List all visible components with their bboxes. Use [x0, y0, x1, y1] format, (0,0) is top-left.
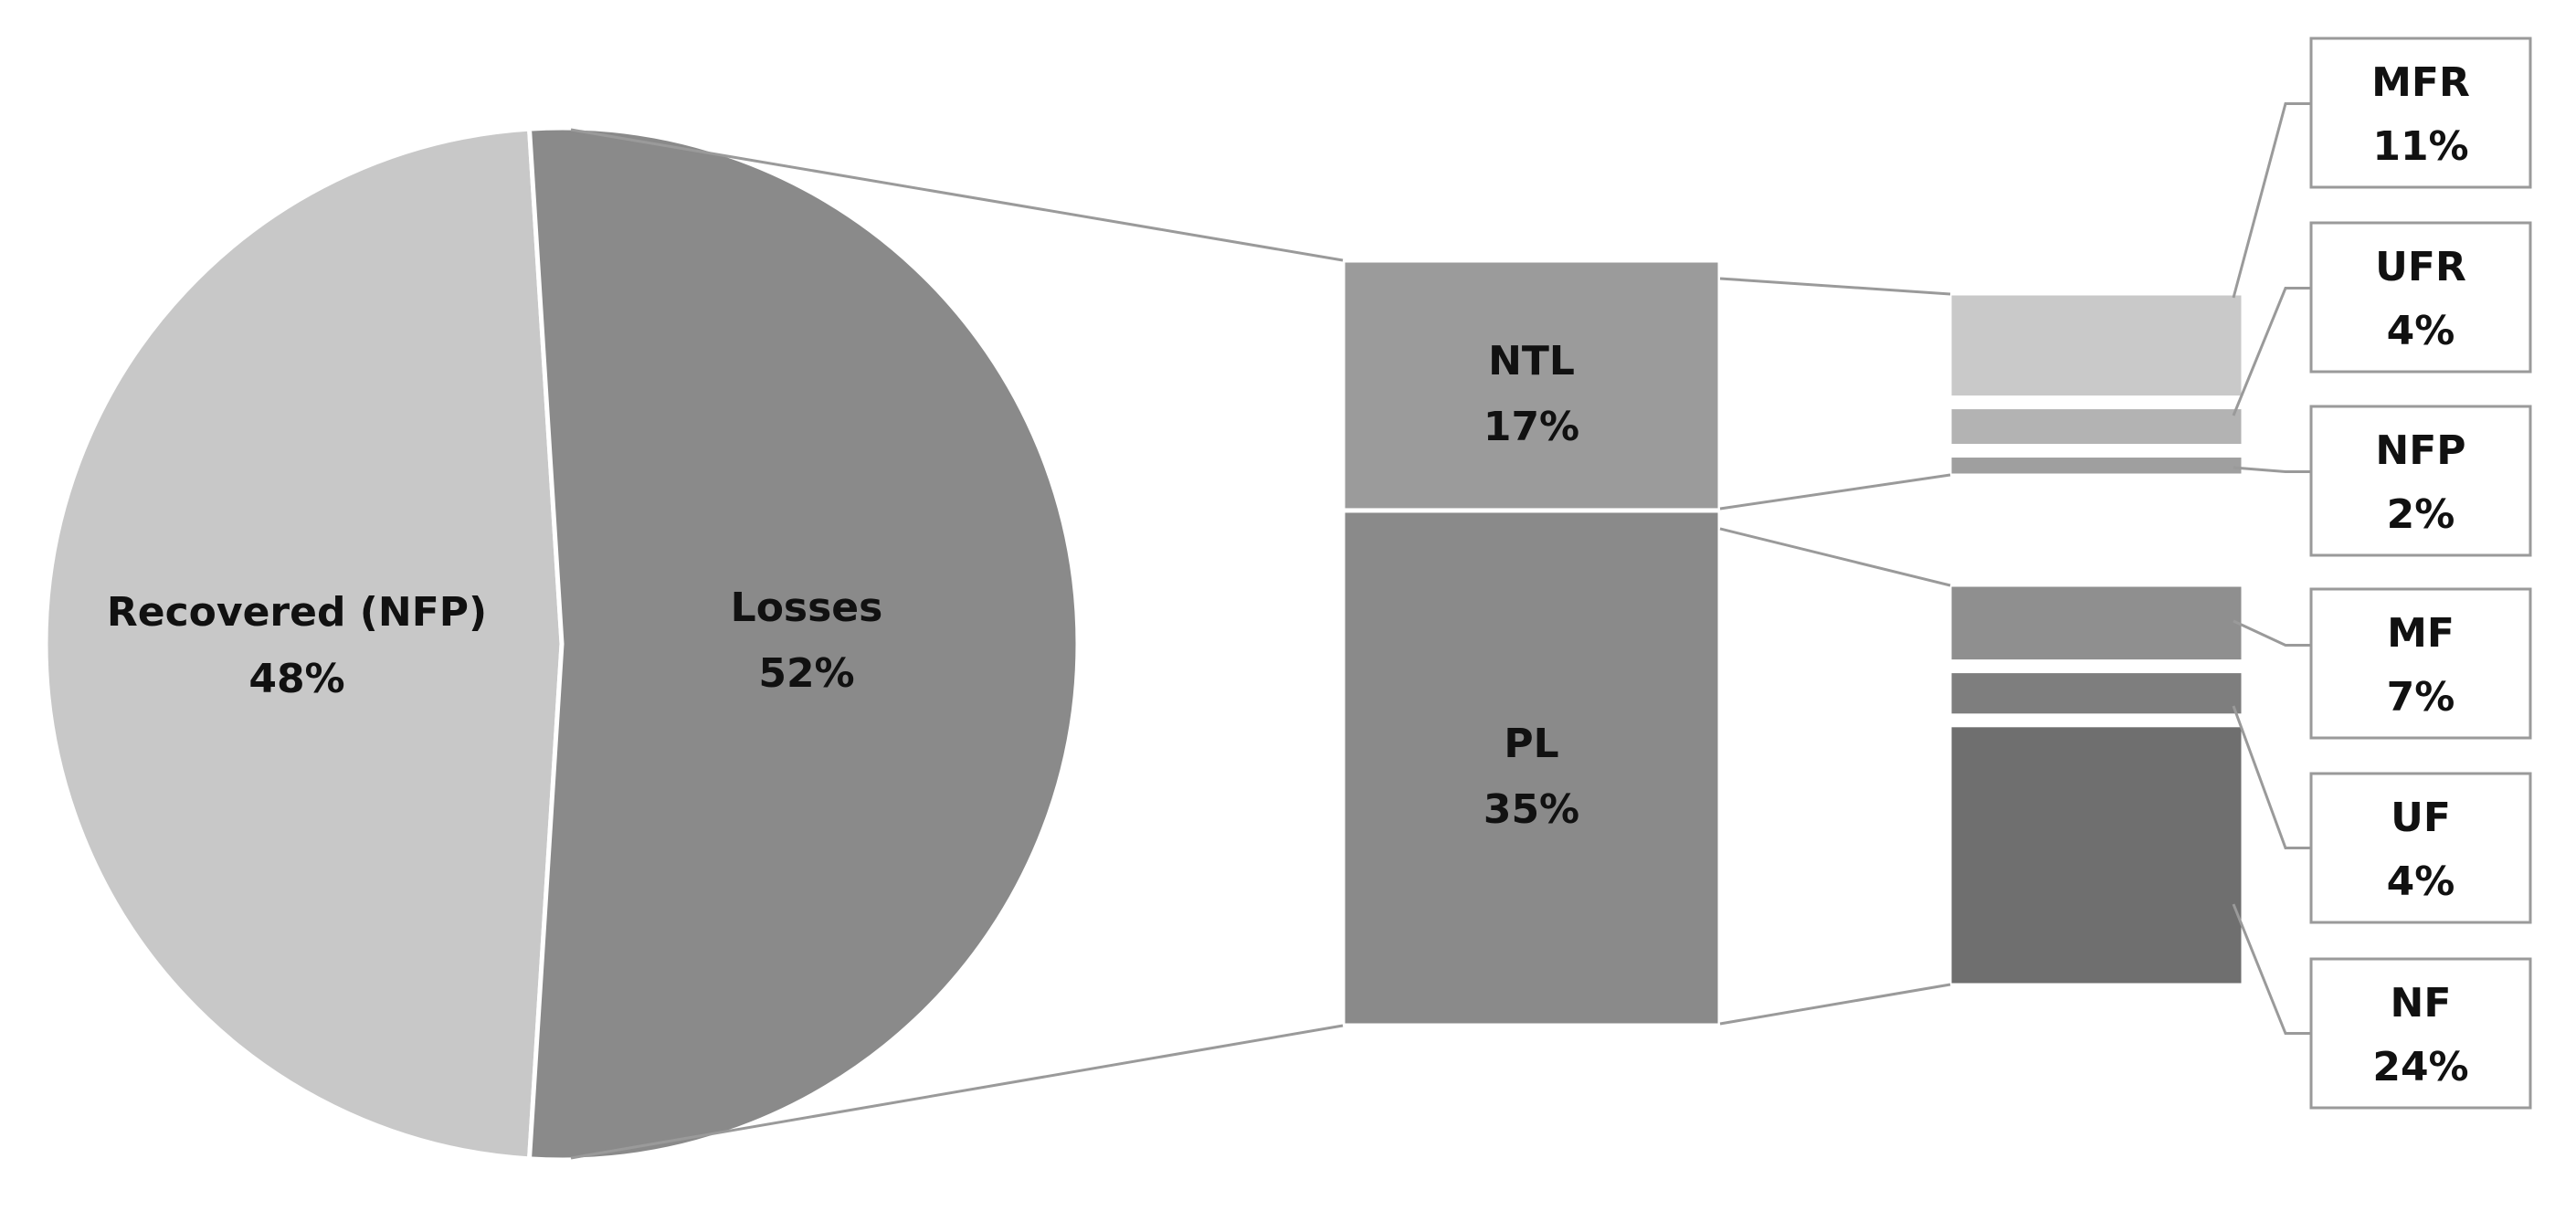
bar-segment-ntl	[1340, 258, 1723, 513]
breakdown-segment-uf	[1948, 670, 2244, 717]
callout-value-mf: 7%	[2387, 674, 2455, 721]
breakdown-segment-nfp	[1948, 455, 2244, 477]
pie-slice-recovered-nfp	[43, 126, 565, 1162]
pie-value-recovered-nfp: 48%	[248, 656, 344, 702]
breakdown-segment-nf	[1948, 724, 2244, 986]
callout-label-nf: NF	[2391, 980, 2452, 1027]
breakdown-segment-mf	[1948, 584, 2244, 663]
bar-value-pl: 35%	[1483, 786, 1579, 833]
connector-line	[1719, 527, 1951, 587]
connector-line	[1719, 473, 1951, 511]
callout-label-ufr: UFR	[2375, 244, 2466, 290]
callout-label-mf: MF	[2387, 610, 2455, 657]
connector-line	[570, 1024, 1344, 1160]
pie-label-losses: Losses	[731, 584, 883, 631]
bar-label-pl: PL	[1504, 721, 1558, 767]
leader-line	[2233, 619, 2311, 647]
leader-line	[2233, 466, 2311, 473]
pie-value-losses: 52%	[758, 650, 854, 697]
callout-value-nfp: 2%	[2387, 491, 2455, 538]
callout-box-uf	[2309, 772, 2532, 924]
leader-line	[2232, 903, 2311, 1035]
callout-value-ufr: 4%	[2387, 308, 2455, 354]
callout-value-uf: 4%	[2387, 858, 2455, 905]
connector-line	[1719, 983, 1951, 1026]
breakdown-segment-mfr	[1948, 292, 2244, 399]
callout-label-uf: UF	[2391, 795, 2451, 841]
pie-slice-losses	[526, 125, 1081, 1163]
leader-line	[2232, 102, 2311, 299]
callout-label-mfr: MFR	[2371, 59, 2470, 106]
callout-box-mf	[2309, 587, 2532, 740]
connector-line	[1719, 277, 1951, 296]
leader-line	[2232, 287, 2311, 416]
leader-line	[2232, 705, 2311, 849]
connector-line	[570, 128, 1344, 262]
breakdown-segment-ufr	[1948, 406, 2244, 448]
callout-box-mfr	[2309, 37, 2532, 189]
bar-value-ntl: 17%	[1483, 404, 1579, 450]
callout-label-nfp: NFP	[2375, 427, 2465, 474]
bar-segment-pl	[1340, 508, 1723, 1028]
bar-label-ntl: NTL	[1488, 338, 1575, 384]
callout-box-ufr	[2309, 221, 2532, 374]
pie-label-recovered-nfp: Recovered (NFP)	[107, 589, 487, 636]
callout-box-nf	[2309, 957, 2532, 1110]
callout-box-nfp	[2309, 405, 2532, 557]
callout-value-nf: 24%	[2372, 1044, 2468, 1090]
callout-value-mfr: 11%	[2372, 123, 2468, 170]
